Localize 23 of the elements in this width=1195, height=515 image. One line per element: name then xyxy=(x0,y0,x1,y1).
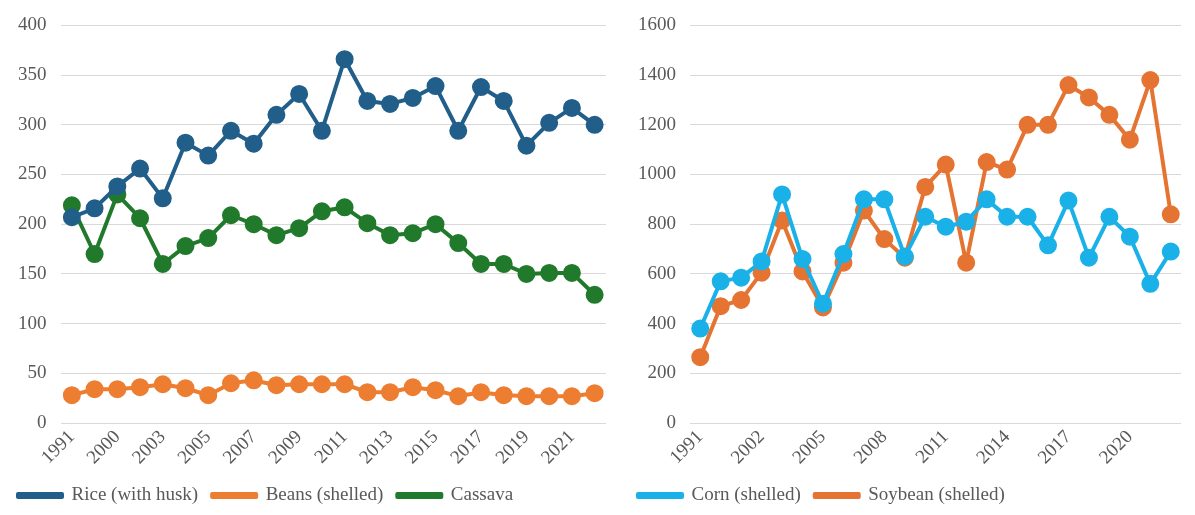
y-tick-label: 400 xyxy=(647,311,676,333)
y-tick-label: 250 xyxy=(18,162,47,184)
y-tick-label: 1000 xyxy=(638,162,676,184)
y-tick-label: 0 xyxy=(37,410,47,432)
y-tick-label: 1200 xyxy=(638,112,676,134)
y-tick-label: 1600 xyxy=(638,13,676,35)
y-tick-label: 800 xyxy=(647,212,676,234)
y-tick-label: 600 xyxy=(647,261,676,283)
legend-label: Corn (shelled) xyxy=(691,483,801,506)
y-tick-label: 50 xyxy=(27,361,47,383)
legend-label: Soybean (shelled) xyxy=(868,483,1005,506)
y-tick-label: 100 xyxy=(18,311,47,333)
y-tick-label: 350 xyxy=(18,63,47,85)
y-tick-label: 200 xyxy=(18,212,47,234)
legend-label: Rice (with husk) xyxy=(71,483,199,506)
y-tick-label: 0 xyxy=(666,410,676,432)
y-tick-label: 150 xyxy=(18,261,47,283)
y-tick-label: 300 xyxy=(18,112,47,134)
legend-label: Beans (shelled) xyxy=(265,483,384,506)
y-tick-label: 400 xyxy=(18,13,47,35)
legend-label: Cassava xyxy=(450,483,514,505)
y-tick-label: 1400 xyxy=(638,63,676,85)
y-tick-label: 200 xyxy=(647,361,676,383)
